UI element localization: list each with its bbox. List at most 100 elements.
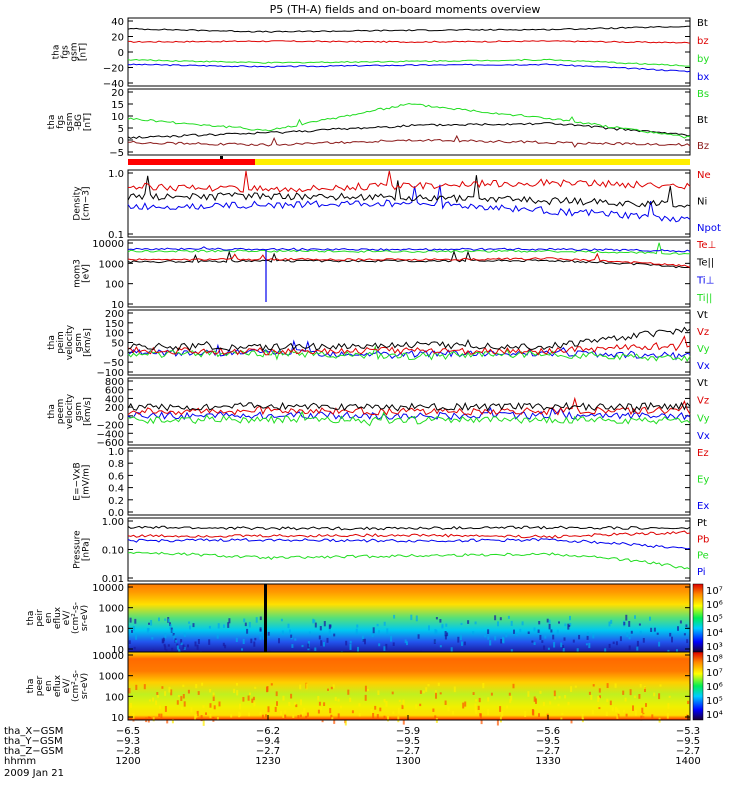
spectrogram-cell: [630, 630, 633, 634]
spectrogram-cell: [459, 634, 462, 641]
y-axis-label-line: [eV]: [82, 264, 92, 283]
spectrogram-cell: [539, 690, 542, 694]
spectrogram-cell: [415, 704, 418, 709]
spectrogram-cell: [606, 698, 609, 703]
spectrogram-cell: [578, 634, 581, 640]
spectrogram-cell: [259, 616, 262, 621]
spectrogram-cell: [224, 644, 227, 649]
spectrogram-cell: [385, 643, 388, 650]
x-axis-value: −9.3: [116, 736, 140, 747]
spectrogram-cell: [406, 641, 408, 646]
panel-4: 10000 1000 100 10 mom3 [eV] Te⊥ Te|| Ti⊥ Ti||: [73, 239, 717, 311]
spectrogram-cell: [244, 622, 247, 627]
legend-entry: Pb: [697, 534, 709, 545]
spectrogram-cell: [218, 701, 221, 707]
series-line: [127, 246, 691, 253]
spectrogram-cell: [510, 620, 513, 626]
y-tick-label: 10000: [92, 239, 124, 250]
spectrogram-cell: [625, 614, 628, 621]
spectrogram-cell: [195, 684, 198, 689]
spectrogram-cell: [150, 620, 153, 626]
spectrogram-cell: [550, 629, 553, 633]
x-axis-value: 1300: [395, 756, 420, 767]
y-tick-label: 0.8: [108, 459, 124, 470]
spectrogram-cell: [379, 707, 382, 712]
series-line: [127, 25, 690, 33]
spectrogram-cell: [146, 627, 149, 633]
spectrogram-cell: [624, 697, 627, 702]
spectrogram-cell: [590, 694, 593, 700]
spectrogram-cell: [383, 621, 386, 626]
spectrogram-cell: [362, 639, 365, 642]
series-line: [127, 102, 691, 139]
legend-entry: Bs: [697, 89, 709, 100]
legend: Vt Vz Vy Vx: [697, 310, 710, 372]
mode-bar-red: [128, 159, 255, 165]
spectrogram-cell: [561, 645, 564, 650]
spectrogram-cell: [267, 706, 270, 713]
spectrogram-cell: [572, 639, 575, 643]
y-tick-label: 150: [105, 319, 124, 330]
spectrogram-cell: [677, 626, 679, 631]
series-line: [127, 551, 691, 570]
spectrogram-cell: [446, 632, 449, 637]
spectrogram-cell: [556, 629, 559, 634]
spectrogram-cell: [679, 620, 682, 624]
spectrogram-cell: [164, 706, 167, 712]
spectrogram-cell: [239, 712, 242, 717]
spectrogram-cell: [659, 684, 662, 687]
y-axis-label-line: fgs: [56, 115, 66, 129]
spectrogram-cell: [393, 614, 396, 619]
spectrogram-cell: [651, 714, 654, 719]
legend-entry: Bt: [697, 115, 708, 126]
y-axis-label-line: [nPa]: [82, 538, 92, 561]
x-axis-value: −2.7: [256, 746, 280, 757]
spectrogram-cell: [401, 704, 404, 710]
spectrogram-cell: [598, 707, 601, 710]
x-axis-value: −9.5: [396, 736, 420, 747]
spectrogram-cell: [574, 685, 577, 688]
spectrogram-cell: [158, 617, 160, 622]
spectrogram-cell: [435, 629, 438, 634]
spectrogram-cell: [560, 642, 563, 648]
spectrogram-cell: [213, 705, 216, 710]
spectrogram-cell: [562, 648, 565, 653]
x-axis-value: 1400: [675, 756, 700, 767]
spectrogram-cell: [433, 639, 436, 644]
y-axis-label-line: eflux: [53, 606, 63, 629]
series-line: [127, 252, 691, 268]
spectrogram-cell: [475, 699, 477, 702]
spectrogram-cell: [270, 683, 273, 686]
spectrogram-cell: [638, 694, 641, 699]
spectrogram-cell: [197, 639, 200, 644]
panel-8: 1.00 0.10 0.01 Pressure [nPa] Pt Pb Pe Pi: [73, 517, 710, 585]
spectrogram-cell: [444, 631, 447, 637]
spectrogram-cell: [548, 624, 551, 630]
spectrogram-cell: [487, 697, 490, 702]
y-tick-label: 20: [111, 88, 124, 99]
spectrogram-cell: [357, 646, 359, 652]
spectrogram-cell: [585, 643, 588, 646]
spectrogram-cell: [180, 707, 183, 710]
spectrogram-cell: [632, 705, 634, 711]
y-tick-label: 1.0: [108, 447, 124, 458]
spectrogram-cell: [266, 686, 268, 693]
spectrogram-cell: [415, 615, 418, 622]
legend-entry: Vt: [697, 310, 708, 321]
spectrogram-cell: [521, 621, 524, 626]
y-axis-label-line: peir: [35, 609, 45, 627]
spectrogram-cell: [330, 686, 333, 690]
spectrogram-cell: [507, 615, 510, 619]
y-axis-label-line: (cm²-s-: [71, 602, 81, 634]
spectrogram-cell: [686, 639, 689, 644]
spectrogram-cell: [201, 682, 204, 686]
spectrogram-cell: [282, 715, 285, 718]
y-axis-label-line: peer: [35, 675, 45, 696]
y-tick-label: 200: [105, 403, 124, 414]
x-axis-row-label: tha_X−GSM: [4, 726, 63, 737]
spectrogram-cell: [299, 684, 302, 690]
y-axis-label-line: -BG: [74, 114, 84, 130]
spectrogram-cell: [609, 700, 612, 706]
spectrogram-cell: [591, 709, 594, 715]
spectrogram-cell: [133, 646, 136, 650]
